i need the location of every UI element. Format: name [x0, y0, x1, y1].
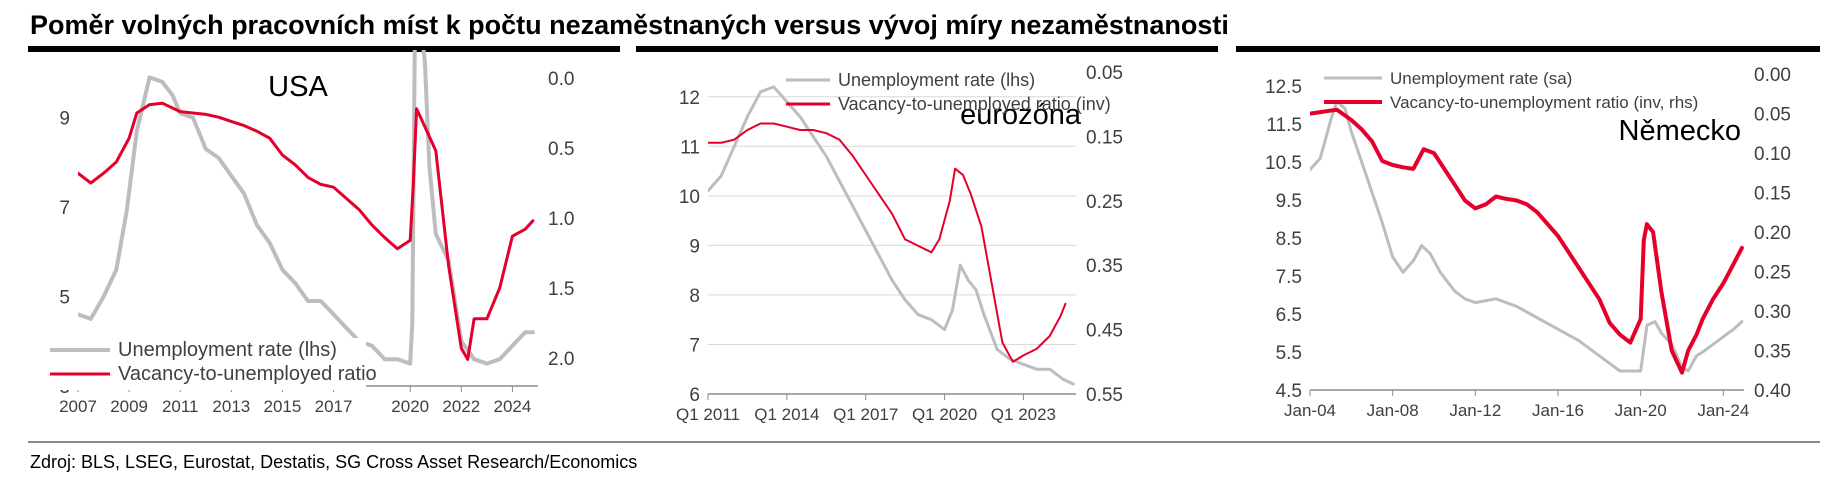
- legend-label: Unemployment rate (sa): [1390, 69, 1572, 88]
- chart-region-title: eurozóna: [960, 99, 1082, 131]
- y-right-tick-label: 2.0: [548, 349, 574, 370]
- y-left-tick-label: 11.5: [1266, 115, 1302, 136]
- footer-divider: [28, 441, 1820, 443]
- x-tick-label: Q1 2014: [754, 405, 819, 424]
- x-tick-label: Jan-12: [1449, 401, 1501, 420]
- y-right-tick-label: 0.25: [1086, 192, 1123, 213]
- y-left-tick-label: 8: [689, 286, 700, 307]
- y-right-tick-label: 0.55: [1086, 385, 1123, 406]
- y-left-tick-label: 7: [689, 335, 700, 356]
- vacancy-ratio-line: [1310, 107, 1744, 375]
- y-right-tick-label: 0.5: [548, 139, 574, 160]
- y-left-tick-label: 7.5: [1276, 267, 1302, 288]
- chart-region-title: USA: [268, 71, 328, 103]
- x-tick-label: 2024: [494, 397, 532, 416]
- y-left-tick-label: 9: [59, 109, 70, 130]
- x-tick-label: Jan-20: [1615, 401, 1667, 420]
- y-right-tick-label: 0.05: [1754, 105, 1791, 126]
- y-right-tick-label: 0.35: [1086, 256, 1123, 277]
- x-tick-label: Q1 2011: [676, 405, 740, 424]
- title-rule-right: [1236, 46, 1820, 52]
- y-left-tick-label: 6: [689, 385, 700, 406]
- unemployment-rate-line: [78, 50, 535, 366]
- x-tick-label: 2009: [110, 397, 148, 416]
- legend-background: [46, 338, 366, 390]
- x-tick-label: 2013: [212, 397, 250, 416]
- y-left-tick-label: 10: [679, 187, 700, 208]
- y-right-tick-label: 0.45: [1086, 321, 1123, 342]
- y-right-tick-label: 0.00: [1754, 65, 1791, 86]
- x-tick-label: 2022: [442, 397, 480, 416]
- y-left-tick-label: 12: [679, 88, 700, 109]
- y-right-tick-label: 0.15: [1086, 127, 1123, 148]
- source-note: Zdroj: BLS, LSEG, Eurostat, Destatis, SG…: [30, 452, 638, 472]
- legend-label: Vacancy-to-unemployed ratio (inv): [838, 94, 1111, 114]
- x-tick-label: Jan-04: [1284, 401, 1336, 420]
- x-tick-label: Q1 2023: [991, 405, 1056, 424]
- y-right-tick-label: 0.15: [1754, 184, 1791, 205]
- x-tick-label: 2020: [391, 397, 429, 416]
- title-rule-middle: [636, 46, 1218, 52]
- y-left-tick-label: 5: [59, 288, 70, 309]
- x-tick-label: 2017: [315, 397, 353, 416]
- title-rule-left: [28, 46, 620, 52]
- unemployment-rate-line: [1310, 99, 1744, 373]
- eurozone-chart: Q1 2011 Q1 2014 Q1 2017 Q1 2020 Q1 2023 6 7 8 9 1…: [676, 63, 1123, 424]
- y-left-tick-label: 11: [680, 137, 700, 158]
- y-left-tick-label: 9: [689, 236, 700, 257]
- y-right-tick-label: 1.0: [548, 209, 574, 230]
- y-right-tick-label: 0.0: [548, 69, 574, 90]
- y-left-tick-label: 9.5: [1276, 191, 1302, 212]
- legend-label: Unemployment rate (lhs): [118, 339, 337, 361]
- y-left-tick-label: 5.5: [1276, 343, 1302, 364]
- legend-label: Vacancy-to-unemployed ratio: [118, 363, 377, 385]
- y-left-tick-label: 12.5: [1265, 77, 1302, 98]
- x-tick-label: Jan-24: [1697, 401, 1749, 420]
- legend-label: Unemployment rate (lhs): [838, 70, 1035, 90]
- y-right-tick-label: 0.35: [1754, 342, 1791, 363]
- vacancy-ratio-line: [78, 101, 535, 361]
- x-tick-label: Q1 2017: [833, 405, 898, 424]
- y-left-tick-label: 10.5: [1265, 153, 1302, 174]
- vacancy-ratio-line: [708, 122, 1067, 363]
- page-title: Poměr volných pracovních míst k počtu ne…: [30, 10, 1229, 40]
- y-right-tick-label: 0.40: [1754, 381, 1791, 402]
- y-left-tick-label: 6.5: [1276, 305, 1302, 326]
- y-right-tick-label: 0.30: [1754, 302, 1791, 323]
- x-tick-label: Jan-08: [1367, 401, 1419, 420]
- y-left-tick-label: 8.5: [1276, 229, 1302, 250]
- chart-region-title: Německo: [1619, 115, 1742, 147]
- y-right-tick-label: 1.5: [548, 279, 574, 300]
- y-left-tick-label: 4.5: [1276, 381, 1302, 402]
- y-right-tick-label: 0.20: [1754, 223, 1791, 244]
- unemployment-rate-line: [708, 85, 1075, 386]
- x-tick-label: 2007: [59, 397, 97, 416]
- germany-chart: Jan-04 Jan-08 Jan-12 Jan-16 Jan-20 Jan-24 4.5 5…: [1265, 65, 1791, 420]
- x-tick-label: Q1 2020: [912, 405, 977, 424]
- y-left-tick-label: 7: [59, 198, 70, 219]
- y-right-tick-label: 0.10: [1754, 144, 1791, 165]
- y-right-tick-label: 0.05: [1086, 63, 1123, 84]
- usa-chart: 2007200920112013201520172020202220243579…: [46, 50, 574, 416]
- legend-label: Vacancy-to-unemployment ratio (inv, rhs): [1390, 93, 1698, 112]
- x-tick-label: 2011: [162, 397, 199, 416]
- y-right-tick-label: 0.25: [1754, 263, 1791, 284]
- x-tick-label: Jan-16: [1532, 401, 1584, 420]
- x-tick-label: 2015: [264, 397, 302, 416]
